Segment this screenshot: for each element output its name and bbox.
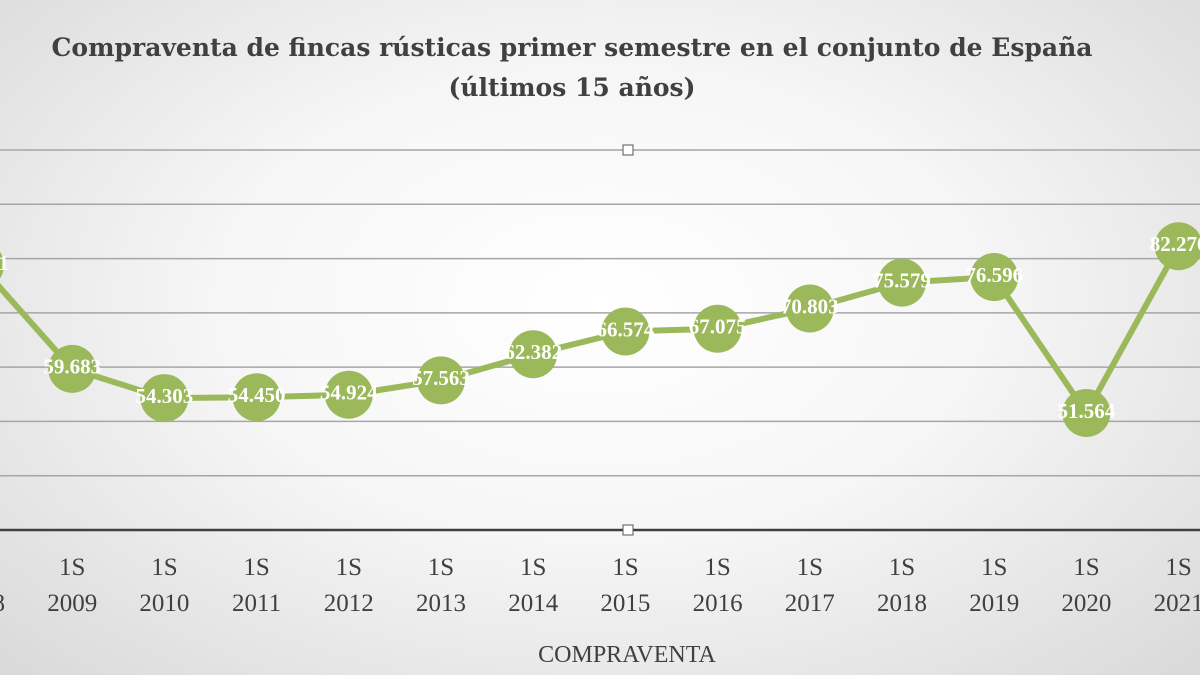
value-label: 51.564 (1058, 399, 1116, 423)
x-tick-label: 1S 2008 (0, 550, 20, 622)
marker (509, 330, 558, 379)
marker (601, 307, 650, 356)
series: 78.801 59.683 54.303 54.450 54.924 57.563 62.3… (0, 222, 1200, 437)
marker (417, 356, 465, 405)
x-tick-label: 1S 2018 (877, 554, 927, 617)
marker (140, 374, 189, 423)
marker (693, 304, 742, 353)
x-tick-label: 1S 2011 (232, 554, 282, 617)
chart-title: Compraventa de fincas rústicas primer se… (51, 33, 1093, 102)
x-tick-label: 1S 2021 (1153, 554, 1200, 617)
value-label: 70.803 (781, 294, 839, 318)
marker (785, 284, 834, 333)
handle (622, 524, 634, 536)
x-tick-label: 1S 2017 (784, 554, 835, 617)
x-tick-label: 1S 2013 (416, 554, 466, 617)
handle (622, 144, 634, 156)
value-label: 76.596 (965, 263, 1023, 287)
marker (970, 253, 1019, 302)
value-label: 54.450 (228, 383, 286, 407)
marker (324, 370, 373, 419)
x-tick-label: 1S 2015 (600, 554, 651, 617)
value-label: 66.574 (597, 317, 655, 341)
value-label: 67.075 (689, 315, 747, 339)
value-label: 62.382 (504, 340, 562, 364)
value-label: 78.801 (0, 251, 9, 275)
marker (1154, 222, 1200, 271)
value-label: 57.563 (412, 366, 470, 390)
x-tick-label: 1S 2020 (1061, 554, 1112, 617)
marker (878, 258, 926, 307)
value-label: 54.924 (320, 381, 378, 405)
marker (232, 373, 281, 422)
x-tick-label: 1S 2014 (508, 554, 559, 617)
x-tick-label: 1S 2012 (323, 554, 374, 617)
x-tick-label: 1S 2010 (139, 554, 190, 617)
value-label: 82.270 (1150, 232, 1200, 256)
x-tick-label: 1S 2019 (969, 554, 1020, 617)
value-label: 75.579 (873, 268, 931, 292)
value-label: 54.303 (136, 384, 194, 408)
x-tick-label: 1S 2016 (692, 554, 743, 617)
value-label: 59.683 (43, 355, 101, 379)
marker (1062, 388, 1111, 437)
x-axis-title: COMPRAVENTA (538, 642, 716, 668)
x-tick-label: 1S 2009 (47, 554, 98, 617)
marker (48, 344, 97, 393)
marker (0, 251, 4, 279)
